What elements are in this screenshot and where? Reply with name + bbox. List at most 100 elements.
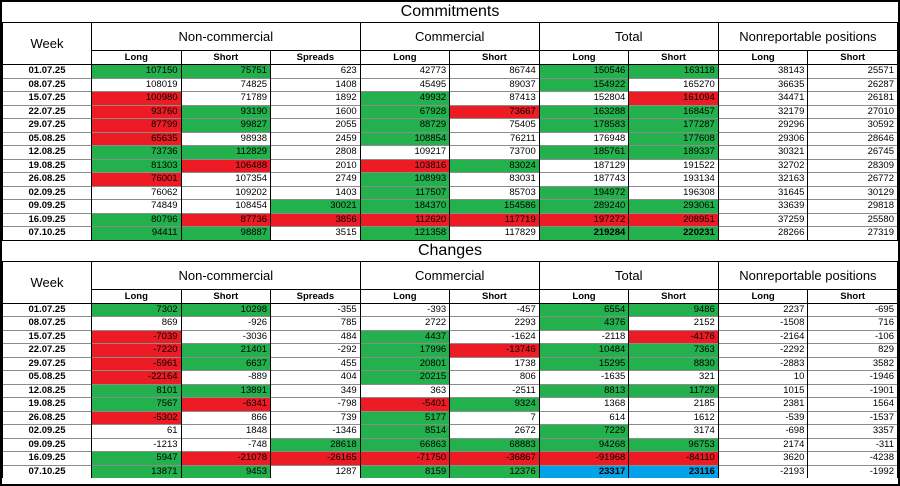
value-cell: 3174 [628,424,719,438]
table-row: 16.09.25 80796 87736 3856 112620 117719 197272… [2,212,898,227]
value-cell: 28309 [807,158,898,173]
value-cell: 8514 [359,424,451,438]
value-cell: 74849 [91,199,182,213]
value-cell: 23317 [538,464,630,478]
value-cell: 27319 [807,226,898,241]
commitments-title-row: Commitments [2,2,898,23]
column-header: Spreads [270,288,361,304]
value-cell: 45495 [359,77,451,92]
value-cell: 2722 [359,316,451,330]
value-cell: 7302 [91,302,182,317]
changes-body: 01.07.25 7302 10298 -355 -393 -457 6554 9486 223… [2,302,898,478]
value-cell: 455 [270,356,361,371]
value-cell: -1508 [717,316,809,330]
week-cell: 01.07.25 [2,64,92,78]
value-cell: 30021 [270,199,361,213]
value-cell: -4176 [628,329,719,344]
value-cell: -106 [807,329,898,344]
value-cell: -2164 [717,329,809,344]
value-cell: 8101 [91,383,182,398]
value-cell: 177608 [628,131,719,146]
value-cell: 28266 [717,226,809,241]
value-cell: 117507 [359,185,451,200]
value-cell: -91968 [538,451,630,465]
value-cell: 109217 [359,145,451,159]
value-cell: 3620 [717,451,809,465]
column-header: Short [449,50,540,65]
value-cell: 1612 [628,410,719,425]
value-cell: 161094 [628,91,719,105]
value-cell: 2237 [717,302,809,317]
week-cell: 16.09.25 [2,212,92,227]
value-cell: 293061 [628,199,719,213]
value-cell: -292 [270,343,361,357]
value-cell: 150546 [538,64,630,78]
value-cell: -5401 [359,397,451,411]
value-cell: 2749 [270,172,361,186]
value-cell: 4437 [359,329,451,344]
week-cell: 22.07.25 [2,104,92,119]
table-row: 02.09.25 76062 109202 1403 117507 85703 194972… [2,185,898,200]
value-cell: 26181 [807,91,898,105]
value-cell: -355 [270,302,361,317]
value-cell: -71750 [359,451,451,465]
value-cell: 83024 [449,158,540,173]
value-cell: 3582 [807,356,898,371]
value-cell: 94268 [538,437,630,452]
week-column-header: Week [2,260,92,304]
value-cell: 1564 [807,397,898,411]
value-cell: -84110 [628,451,719,465]
value-cell: 11729 [628,383,719,398]
value-cell: -748 [180,437,272,452]
value-cell: -26165 [270,451,361,465]
value-cell: 321 [628,370,719,384]
value-cell: 1892 [270,91,361,105]
value-cell: 363 [359,383,451,398]
value-cell: -889 [180,370,272,384]
value-cell: 32702 [717,158,809,173]
value-cell: 28618 [270,437,361,452]
value-cell: 1287 [270,464,361,478]
value-cell: 49932 [359,91,451,105]
value-cell: 27010 [807,104,898,119]
column-header: Short [449,288,540,304]
value-cell: 13891 [180,383,272,398]
table-row: 15.07.25 -7039 -3036 484 4437 -1624 -2118 -4176… [2,329,898,344]
value-cell: 2293 [449,316,540,330]
table-row: 05.08.25 65635 98938 2459 108854 76211 176948 1… [2,131,898,146]
value-cell: 623 [270,64,361,78]
week-cell: 29.07.25 [2,118,92,132]
value-cell: 81303 [91,158,182,173]
value-cell: 100980 [91,91,182,105]
value-cell: 197272 [538,212,630,227]
value-cell: 117719 [449,212,540,227]
value-cell: 30321 [717,145,809,159]
value-cell: 99827 [180,118,272,132]
table-row: 07.10.25 94411 98887 3515 121358 117829 219284… [2,226,898,241]
value-cell: 20215 [359,370,451,384]
value-cell: 29306 [717,131,809,146]
week-cell: 09.09.25 [2,437,92,452]
group-header: Non-commercial [91,22,361,51]
value-cell: 1408 [270,77,361,92]
commitments-group-header-row: Week Non-commercial Commercial Total Nonrepo… [2,22,898,65]
value-cell: 2459 [270,131,361,146]
value-cell: -13746 [449,343,540,357]
value-cell: 85703 [449,185,540,200]
value-cell: -1635 [538,370,630,384]
column-header: Short [180,288,272,304]
value-cell: 2808 [270,145,361,159]
table-row: 05.08.25 -22164 -889 404 20215 806 -1635 321 10-… [2,370,898,384]
value-cell: 26772 [807,172,898,186]
column-header: Long [359,50,451,65]
value-cell: 67928 [359,104,451,119]
week-cell: 22.07.25 [2,343,92,357]
value-cell: 220231 [628,226,719,241]
value-cell: 117829 [449,226,540,241]
value-cell: 112829 [180,145,272,159]
value-cell: -393 [359,302,451,317]
value-cell: 178583 [538,118,630,132]
value-cell: 9486 [628,302,719,317]
value-cell: 103816 [359,158,451,173]
